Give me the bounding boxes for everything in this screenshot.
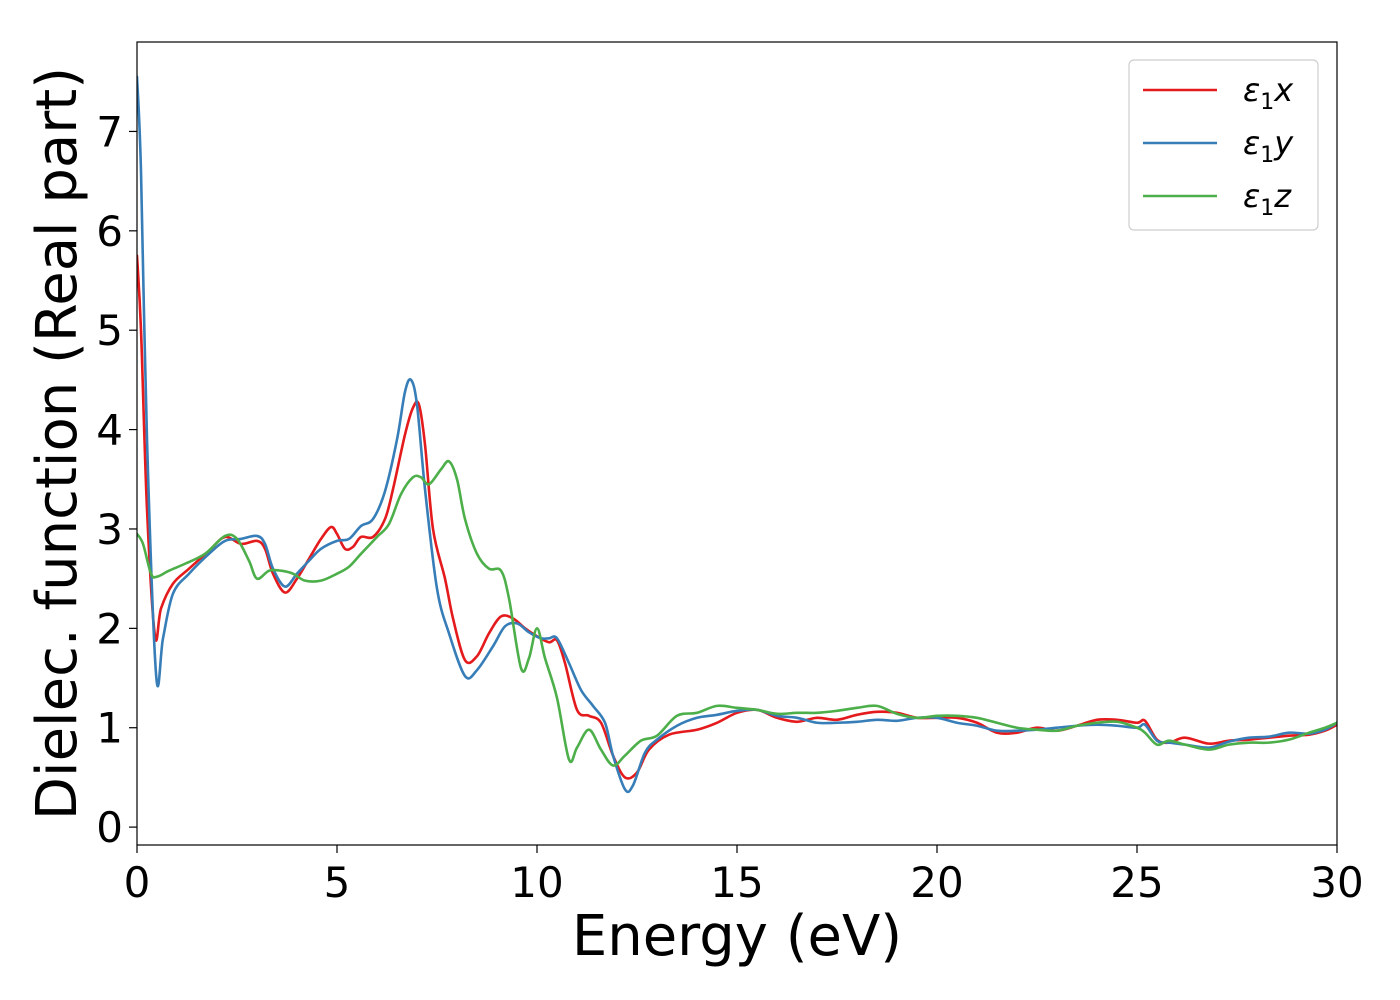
x-tick-label: 20 [910, 858, 963, 907]
plot-area [137, 75, 1337, 794]
legend-label-x: ε1x [1243, 71, 1294, 115]
x-tick-label: 15 [710, 858, 763, 907]
x-tick-label: 0 [124, 858, 151, 907]
y-tick-label: 5 [96, 306, 123, 355]
y-tick-label: 4 [96, 406, 123, 455]
series-line-x [137, 254, 1337, 780]
legend-label-z: ε1z [1243, 177, 1292, 221]
y-tick-label: 3 [96, 505, 123, 554]
x-tick-label: 25 [1110, 858, 1163, 907]
y-axis-label: Dielec. function (Real part) [25, 67, 90, 820]
y-tick-label: 7 [96, 107, 123, 156]
legend-label-y: ε1y [1243, 124, 1294, 168]
y-axis-ticks: 0 1 2 3 4 5 6 7 [96, 107, 137, 852]
legend-box [1128, 59, 1319, 231]
x-axis-label: Energy (eV) [572, 904, 902, 969]
x-axis-ticks: 0 5 10 15 20 25 30 [124, 845, 1364, 907]
y-tick-label: 0 [96, 803, 123, 852]
series-line-y [137, 75, 1337, 794]
y-tick-label: 6 [96, 207, 123, 256]
x-tick-label: 30 [1310, 858, 1363, 907]
legend: ε1x ε1y ε1z [1128, 59, 1319, 231]
y-tick-label: 2 [96, 604, 123, 653]
x-tick-label: 5 [324, 858, 351, 907]
x-tick-label: 10 [510, 858, 563, 907]
y-tick-label: 1 [96, 704, 123, 753]
series-line-z [137, 459, 1337, 767]
